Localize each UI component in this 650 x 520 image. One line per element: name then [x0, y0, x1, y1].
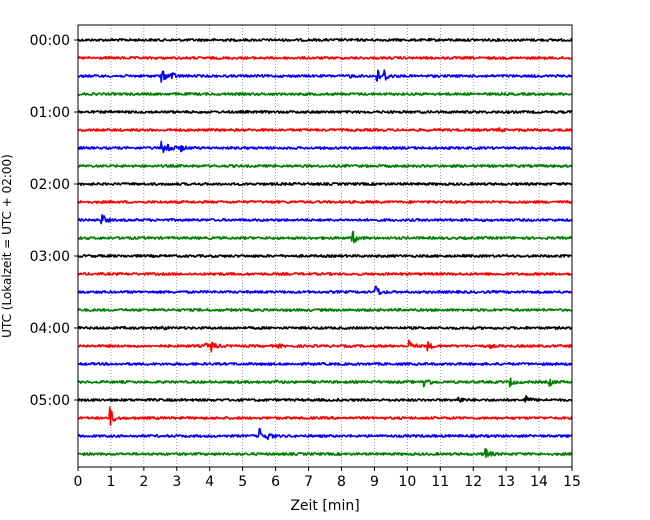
- trace-0500: [77, 394, 573, 403]
- trace-0015: [77, 56, 573, 60]
- trace-0345: [77, 308, 573, 312]
- trace-0415: [77, 339, 573, 353]
- x-tick-label: 2: [139, 474, 148, 490]
- trace-0315: [77, 272, 573, 276]
- trace-0230: [77, 214, 573, 225]
- trace-0215: [77, 200, 573, 204]
- x-tick-label: 1: [106, 474, 115, 490]
- trace-0130: [77, 140, 573, 154]
- trace-0000: [77, 38, 573, 42]
- y-tick-label: 03:00: [30, 249, 70, 265]
- trace-0330: [77, 285, 573, 295]
- x-tick-label: 9: [370, 474, 379, 490]
- x-tick-label: 4: [205, 474, 214, 490]
- x-tick-label: 5: [238, 474, 247, 490]
- trace-0115: [77, 126, 573, 133]
- x-tick-label: 6: [271, 474, 280, 490]
- trace-0400: [77, 325, 573, 331]
- y-axis-ticks: 00:00 01:00 02:00 03:00 04:00 05:00: [30, 33, 78, 409]
- trace-0100: [77, 110, 573, 114]
- x-tick-label: 7: [304, 474, 313, 490]
- trace-0430: [77, 362, 573, 366]
- trace-0045: [77, 92, 573, 96]
- x-tick-label: 13: [497, 474, 515, 490]
- x-tick-label: 12: [464, 474, 482, 490]
- trace-0145: [77, 164, 573, 168]
- x-tick-label: 15: [563, 474, 581, 490]
- trace-0445: [77, 377, 573, 388]
- x-tick-label: 10: [398, 474, 416, 490]
- trace-0545: [77, 448, 573, 458]
- x-tick-label: 3: [172, 474, 181, 490]
- trace-0030: [77, 69, 573, 83]
- x-tick-label: 8: [337, 474, 346, 490]
- y-tick-label: 01:00: [30, 105, 70, 121]
- plot-frame: [77, 24, 573, 468]
- y-tick-label: 02:00: [30, 177, 70, 193]
- x-axis-ticks: 0 1 2 3 4 5 6 7 8 9 10 11 12 13 14 15: [74, 467, 581, 490]
- trace-0530: [77, 427, 573, 441]
- x-axis-title: Zeit [min]: [290, 498, 359, 514]
- y-tick-label: 04:00: [30, 321, 70, 337]
- x-tick-label: 0: [74, 474, 83, 490]
- trace-0515: [77, 406, 573, 426]
- seismic-traces: [77, 38, 573, 458]
- x-tick-label: 11: [431, 474, 449, 490]
- y-axis-title: UTC (Lokalzeit = UTC + 02:00): [0, 154, 14, 338]
- plot-background: [78, 25, 572, 467]
- trace-0245: [77, 230, 573, 244]
- trace-0200: [77, 182, 573, 186]
- y-tick-label: 00:00: [30, 33, 70, 49]
- y-tick-label: 05:00: [30, 393, 70, 409]
- trace-0300: [77, 254, 573, 258]
- x-tick-label: 14: [530, 474, 548, 490]
